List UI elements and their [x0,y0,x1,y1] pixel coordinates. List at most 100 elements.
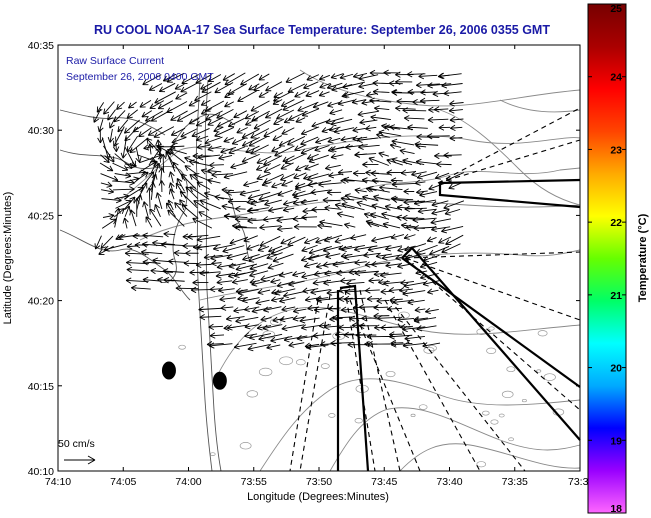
current-vector [114,207,121,228]
y-tick-label: 40:10 [28,466,54,478]
x-axis: 74:10 74:05 74:00 73:55 73:50 73:45 73:40 73:35… [45,45,589,488]
current-vector [415,158,438,166]
current-vector [308,246,332,255]
current-vector [260,315,272,322]
current-vector [274,288,296,296]
current-vector [449,134,463,142]
current-vector [351,322,366,329]
current-vector [311,119,331,128]
current-vector [245,145,260,154]
current-vector [212,244,233,252]
current-vector [171,137,187,144]
current-vector [188,159,210,166]
current-vector [354,269,379,277]
current-vector [340,136,356,143]
bathymetry-speckle [536,369,542,373]
current-vector [125,277,149,284]
current-vector [223,171,248,180]
current-vector [373,304,389,311]
current-vector [192,217,213,229]
current-vector [270,277,281,285]
current-vector [165,202,176,218]
current-vector [312,279,331,286]
current-vector [426,236,437,243]
x-tick-label: 73:35 [502,476,528,488]
current-vector [405,252,426,261]
current-vector [299,317,320,324]
current-vector [175,285,199,292]
current-vector [248,83,260,91]
current-vector [226,315,245,322]
current-vector [242,253,260,262]
current-vector [227,117,245,128]
current-vector [333,127,355,135]
current-vector [403,115,425,122]
current-vector [166,72,185,83]
current-vector [256,173,271,181]
current-vector [120,137,127,159]
current-vector [427,82,452,89]
current-vector [153,126,175,138]
current-vector [368,156,389,166]
radial-line [344,289,376,472]
bathymetry-speckle [328,413,336,418]
current-vector [390,341,413,348]
radial-line [404,257,581,411]
current-vector [211,171,234,178]
current-vector [318,181,342,188]
current-vector [347,341,368,348]
annotation-line1: Raw Surface Current [66,55,164,67]
current-vector [326,82,343,90]
current-vector [196,181,211,190]
current-vector [370,114,391,121]
current-vector [361,177,379,184]
current-vector [123,119,140,134]
current-vector [315,236,333,244]
current-vector [340,195,355,202]
current-vector [411,170,427,177]
current-vector [307,304,320,312]
current-vector [226,252,248,261]
current-vector [128,101,137,109]
current-vector [146,187,153,208]
current-vector [263,163,281,173]
bathymetry-contour [329,407,581,472]
bathymetry-speckle [246,390,259,398]
current-vector [441,243,461,254]
current-vector [329,315,343,323]
annotation-line2: September 26, 2006 0400 GMT [66,71,214,83]
colorbar-tick-label: 20 [610,363,622,375]
current-vector [332,261,357,268]
current-vector [450,124,463,132]
current-vector [236,127,248,134]
colorbar-tick-label: 19 [610,435,622,447]
current-vector [293,307,307,314]
current-vector [397,262,414,269]
current-vector [402,214,425,222]
current-vector [384,204,402,211]
current-vector [385,262,401,269]
current-vector [444,208,461,216]
current-vector [250,100,270,112]
current-vector [149,182,156,200]
current-vector [233,110,248,119]
current-vector [180,128,198,138]
current-vector [272,99,283,105]
current-vector [403,198,426,206]
current-vector [364,287,380,294]
current-vector [278,137,295,147]
current-vector [191,128,210,138]
current-vector [329,109,343,116]
current-vector [354,187,367,194]
current-vector [367,340,391,348]
current-vector [264,199,282,207]
current-vector [100,181,113,188]
current-vector [189,269,210,276]
current-vector [101,188,114,195]
current-vector [181,204,198,219]
current-vector [189,186,210,200]
current-vector [438,124,451,131]
current-vector [368,277,380,284]
current-vector [123,196,136,210]
current-vector [165,151,176,172]
